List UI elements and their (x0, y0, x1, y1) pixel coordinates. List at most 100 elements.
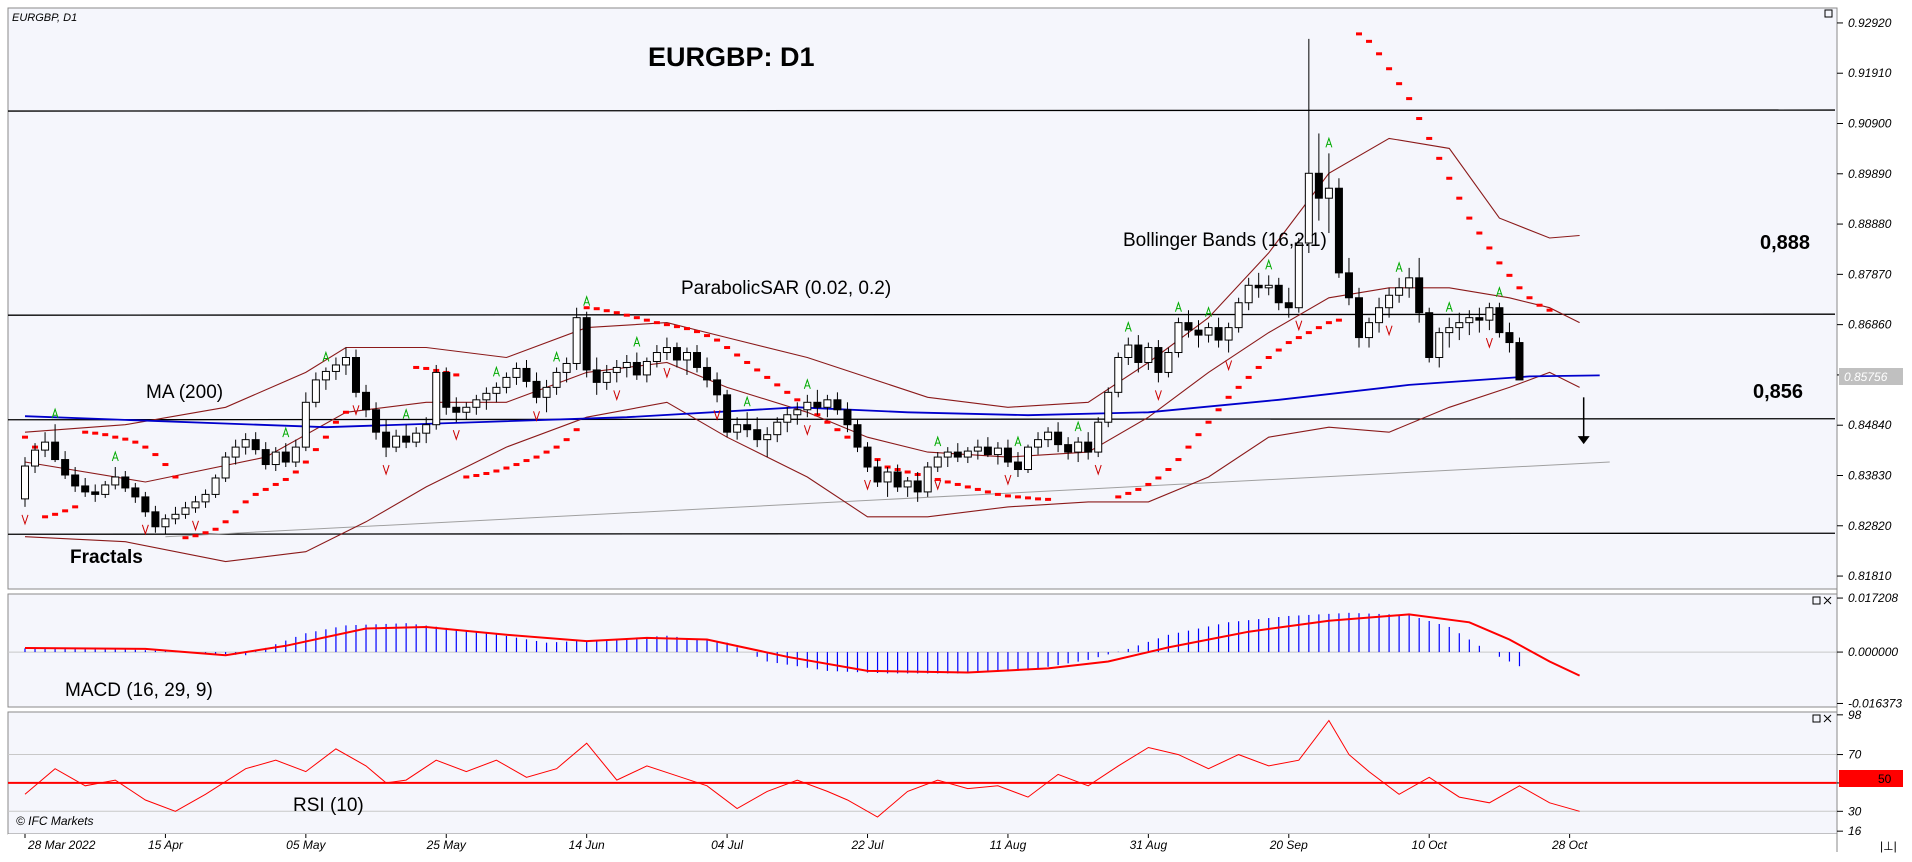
candle-body (31, 449, 40, 467)
fractal-up-icon (1205, 306, 1213, 317)
candle-body (482, 392, 491, 401)
candle-body (1385, 294, 1394, 309)
candle-body (1244, 284, 1253, 304)
trendline (165, 461, 1610, 538)
candle-body (231, 446, 240, 458)
candle-body (1375, 307, 1384, 324)
fractal-down-icon (1154, 390, 1162, 401)
candle-body (1485, 307, 1494, 321)
candle-body (1044, 431, 1053, 441)
candle-body (963, 450, 972, 458)
candle-layer (21, 38, 1524, 534)
candle-body (171, 513, 180, 520)
fractal-up-icon (282, 426, 290, 438)
candle-body (562, 362, 571, 373)
x-tick-label: 14 Jun (569, 838, 605, 852)
price-tick-label: 0.82820 (1848, 519, 1892, 533)
rsi-window-controls-icon[interactable] (1812, 714, 1832, 723)
horizontal-level-line (7, 109, 1836, 112)
candle-body (442, 371, 451, 408)
candle-body (331, 364, 340, 372)
candle-body (21, 465, 29, 500)
candle-body (833, 399, 842, 411)
horizontal-level-line (7, 532, 1836, 535)
candle-body (1365, 322, 1374, 339)
candle-body (1304, 172, 1313, 244)
candle-body (1435, 332, 1444, 358)
candle-body (1455, 322, 1464, 329)
candle-body (61, 459, 70, 476)
fractal-up-icon (1074, 420, 1082, 432)
candle-body (1354, 297, 1363, 339)
candle-body (933, 456, 942, 468)
candle-body (1254, 284, 1263, 289)
candle-body (502, 376, 511, 388)
candle-body (392, 435, 401, 448)
candle-body (1445, 327, 1454, 334)
candle-body (111, 476, 120, 486)
rsi-line (24, 719, 1580, 818)
candle-body (211, 477, 220, 495)
candle-body (251, 439, 260, 451)
price-tick-label: 0.84840 (1848, 418, 1892, 432)
candle-body (813, 401, 822, 408)
candle-body (753, 429, 762, 441)
rsi-tick-label: 30 (1848, 804, 1862, 818)
fractal-down-icon (533, 411, 541, 422)
candle-body (713, 379, 722, 396)
candle-body (973, 446, 982, 452)
fractal-up-icon (1495, 286, 1503, 297)
fractals-label: Fractals (70, 547, 143, 568)
candle-body (362, 391, 371, 411)
fractal-down-icon (192, 520, 199, 532)
candle-body (763, 434, 772, 441)
bollinger-band-lower (24, 371, 1580, 563)
fractal-up-icon (322, 350, 330, 362)
candle-body (652, 352, 661, 362)
fractal-down-icon (452, 430, 460, 441)
price-tick-label: 0.87870 (1848, 267, 1892, 281)
fractal-up-icon (743, 395, 751, 407)
candle-body (1134, 344, 1143, 363)
candle-body (622, 361, 631, 368)
x-tick-label: 10 Oct (1412, 838, 1448, 852)
candle-body (1064, 444, 1073, 453)
fractal-up-icon (1445, 301, 1453, 312)
candle-body (1425, 312, 1434, 358)
macd-label: MACD (16, 29, 9) (65, 680, 213, 701)
candle-body (793, 409, 802, 416)
candle-body (1124, 344, 1133, 358)
candle-body (682, 352, 691, 361)
macd-panel (7, 593, 1838, 708)
scroll-to-end-icon[interactable]: |⊥| (1880, 839, 1897, 853)
candle-body (863, 446, 872, 468)
candle-body (552, 371, 561, 388)
candle-body (161, 518, 170, 528)
candle-body (221, 456, 230, 479)
macd-window-controls-icon[interactable] (1812, 596, 1832, 605)
fractal-up-icon (51, 407, 59, 419)
candle-body (733, 424, 742, 433)
candle-body (51, 441, 60, 461)
fractal-up-icon (1124, 321, 1132, 332)
maximize-icon[interactable] (1824, 9, 1833, 18)
rsi-mid-marker (1839, 770, 1903, 787)
candle-body (141, 496, 150, 513)
price-tick-label: 0.81810 (1848, 569, 1892, 583)
candle-body (181, 507, 190, 515)
candle-body (341, 356, 350, 366)
candle-body (873, 466, 882, 483)
candle-body (1214, 327, 1223, 341)
fractal-down-icon (864, 479, 871, 491)
candle-body (1013, 461, 1022, 471)
fractal-down-icon (1385, 325, 1393, 337)
candle-body (1104, 391, 1113, 423)
price-tick-label: 0.90900 (1848, 117, 1892, 131)
x-tick-label: 20 Sep (1269, 838, 1308, 852)
candle-body (201, 493, 210, 503)
macd-tick-label: -0.016373 (1848, 696, 1902, 710)
axis-layer: 0.92920 0.91910 0.90900 0.89890 0.88880 0.878… (24, 8, 1902, 852)
price-tick-label: 0.86860 (1848, 318, 1892, 332)
candle-body (1034, 439, 1043, 448)
candle-body (893, 471, 902, 488)
